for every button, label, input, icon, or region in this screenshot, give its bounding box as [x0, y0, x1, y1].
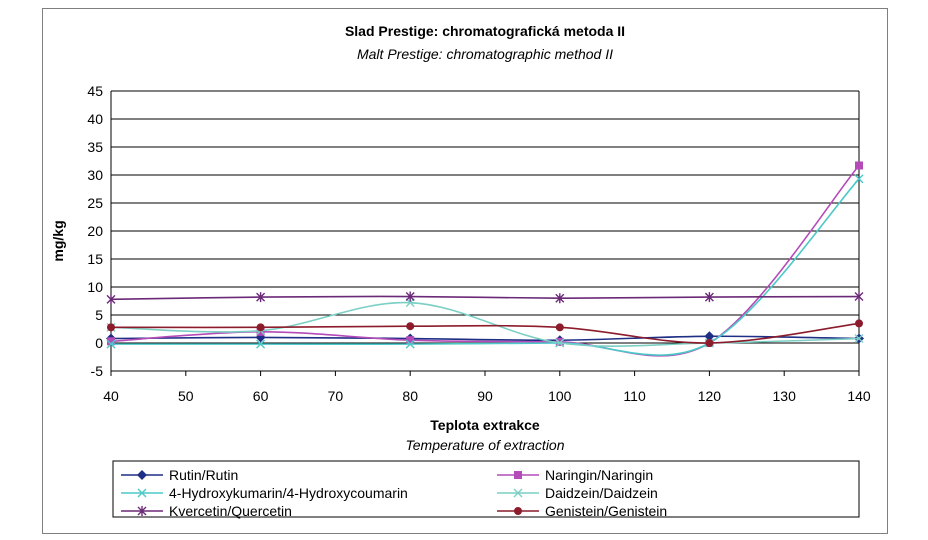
chart-title: Slad Prestige: chromatografická metoda I…	[345, 23, 625, 39]
chart: Slad Prestige: chromatografická metoda I…	[50, 23, 871, 519]
legend-label: Genistein/Genistein	[545, 503, 667, 519]
series-1-point	[855, 161, 863, 170]
chart-subtitle: Malt Prestige: chromatographic method II	[357, 46, 613, 62]
legend-swatch-marker	[513, 488, 523, 498]
legend-box	[112, 460, 860, 518]
series-5-point	[256, 323, 265, 332]
series-1-point	[406, 336, 415, 345]
series-1-point	[256, 327, 265, 336]
series-3-point	[555, 338, 565, 348]
series-4-point	[405, 291, 415, 302]
x-tick-label: 140	[847, 388, 871, 404]
series-3-point	[854, 334, 864, 344]
y-tick-label: 10	[87, 279, 103, 295]
y-tick-label: 40	[87, 111, 103, 127]
x-axis-subtitle: Temperature of extraction	[405, 437, 564, 453]
series-1-point	[555, 337, 564, 346]
series-2-point	[405, 339, 415, 349]
y-axis-title: mg/kg	[50, 220, 66, 261]
x-tick-label: 120	[698, 388, 722, 404]
series-4-point	[704, 292, 714, 303]
series-line-0	[110, 335, 860, 342]
legend-label: Naringin/Naringin	[545, 467, 653, 483]
series-4-point	[555, 293, 565, 304]
series-5-point	[107, 323, 115, 332]
x-axis-title: Teplota extrakce	[430, 417, 540, 433]
x-tick-label: 80	[402, 388, 418, 404]
series-2-point	[854, 174, 864, 184]
series-2-point	[256, 339, 266, 349]
plot-area: -5 0 5 10 15 20 25 30 35 40 45 40 50 60 70 80 90 100 110 12…	[87, 83, 870, 404]
y-tick-label: -5	[91, 363, 104, 379]
legend-label: Kvercetin/Quercetin	[169, 503, 292, 519]
y-tick-label: 35	[87, 139, 103, 155]
x-tick-label: 70	[328, 388, 344, 404]
legend-swatch-marker	[137, 488, 147, 498]
legend: Rutin/Rutin Naringin/Naringin 4-Hydroxykum…	[112, 460, 860, 519]
series-4-point	[854, 291, 864, 302]
x-tick-label: 110	[623, 388, 646, 404]
x-tick-label: 60	[253, 388, 269, 404]
x-tick-label: 100	[548, 388, 572, 404]
series-5-point	[406, 322, 415, 331]
series-line-5	[110, 322, 860, 344]
x-tick-label: 40	[103, 388, 119, 404]
legend-swatch-marker	[514, 507, 522, 515]
y-tick-label: 15	[87, 251, 103, 267]
y-tick-label: 45	[87, 83, 103, 99]
y-tick-label: 5	[95, 307, 103, 323]
legend-swatch-marker	[137, 470, 147, 480]
series-5-point	[705, 339, 714, 347]
legend-label: Rutin/Rutin	[169, 467, 238, 483]
series-line-2	[110, 178, 860, 356]
legend-swatch-marker	[514, 471, 522, 479]
x-tick-label: 90	[477, 388, 493, 404]
legend-label: 4-Hydroxykumarin/4-Hydroxycoumarin	[169, 485, 408, 501]
x-tick-label: 50	[178, 388, 194, 404]
chart-frame: Slad Prestige: chromatografická metoda I…	[42, 8, 888, 534]
series-1-point	[107, 337, 115, 346]
y-tick-label: 25	[87, 195, 103, 211]
series-0-point	[704, 331, 715, 342]
legend-label: Daidzein/Daidzein	[545, 485, 658, 501]
y-tick-label: 0	[95, 335, 103, 351]
series-5-point	[555, 323, 564, 332]
series-line-4	[110, 295, 860, 301]
series-4-point	[106, 294, 116, 305]
y-tick-label: 30	[87, 167, 103, 183]
legend-swatch-marker	[137, 506, 147, 516]
series-5-point	[855, 319, 863, 328]
y-tick-label: 20	[87, 223, 103, 239]
x-tick-label: 130	[773, 388, 797, 404]
series-4-point	[256, 292, 266, 303]
series-2-point	[106, 339, 116, 349]
